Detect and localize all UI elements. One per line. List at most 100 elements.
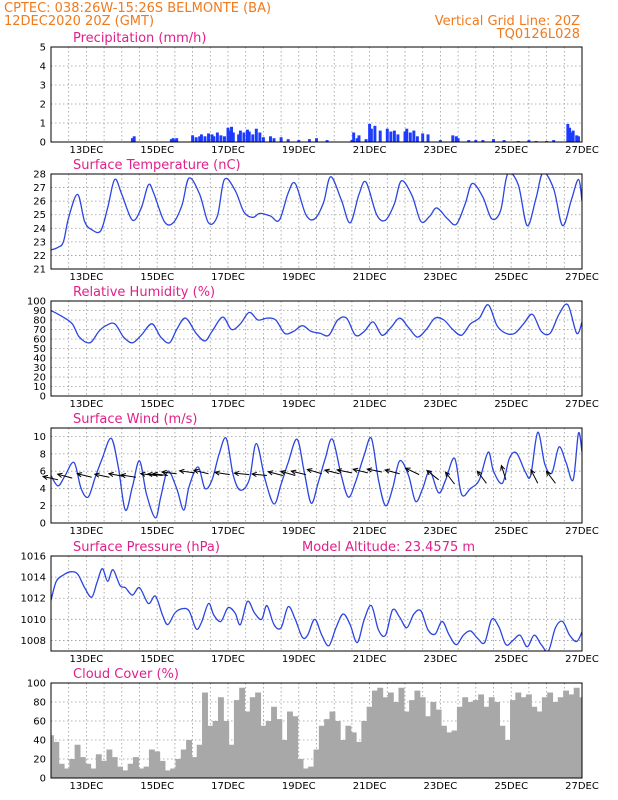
wind-arrow	[56, 472, 73, 479]
cloud-cover-y-tick-label: 80	[33, 698, 46, 709]
precip-bar	[481, 140, 485, 142]
precip-bar	[199, 134, 203, 142]
wind-arrow	[279, 469, 296, 476]
precip-bar	[247, 131, 251, 142]
pressure-x-tick-label: 13DEC	[70, 654, 104, 665]
cloud-bar	[175, 759, 182, 778]
cloud-cover-panel: 0 20 40 60 80 100 13DEC 15DEC 17DEC 19DEC 21DEC 23D…	[27, 667, 599, 792]
cloud-cover-x-tick-label: 17DEC	[211, 781, 245, 792]
precip-bar	[421, 133, 425, 142]
wind-x-tick-label: 23DEC	[424, 526, 458, 537]
cloud-bar	[143, 766, 150, 778]
precip-bar	[245, 129, 249, 142]
cloud-bar	[350, 732, 357, 778]
pressure-subtitle: Model Altitude: 23.4575 m	[302, 540, 475, 555]
temperature-y-tick-label: 25	[33, 210, 46, 221]
precip-bar	[369, 128, 373, 142]
precip-bar	[237, 134, 241, 142]
cloud-bar	[488, 697, 495, 778]
pressure-x-tick-label: 15DEC	[140, 654, 174, 665]
cloud-bar	[58, 763, 65, 778]
humidity-y-tick-label: 100	[27, 297, 46, 308]
precip-bar	[566, 123, 570, 142]
wind-arrow	[500, 464, 507, 480]
humidity-x-tick-label: 15DEC	[140, 399, 174, 410]
wind-title: Surface Wind (m/s)	[73, 412, 197, 427]
wind-x-tick-label: 25DEC	[494, 526, 528, 537]
cloud-bar	[387, 692, 394, 778]
precip-bar	[575, 135, 579, 142]
humidity-x-tick-label: 13DEC	[70, 399, 104, 410]
precip-bar	[210, 134, 214, 142]
pressure-series-line	[51, 568, 582, 651]
precip-bar	[231, 132, 235, 142]
humidity-x-tick-label: 27DEC	[565, 399, 599, 410]
wind-x-tick-label: 13DEC	[70, 526, 104, 537]
precip-bar	[569, 132, 573, 142]
cloud-bar	[212, 721, 219, 778]
precip-bar	[426, 134, 430, 142]
temperature-title: Surface Temperature (nC)	[73, 158, 241, 173]
grid-note: Vertical Grid Line: 20Z	[435, 14, 580, 29]
precipitation-x-tick-label: 19DEC	[282, 145, 316, 156]
precip-bar	[212, 136, 216, 142]
cloud-bar	[217, 697, 224, 778]
precip-bar	[226, 127, 230, 142]
humidity-y-tick-label: 70	[33, 325, 46, 336]
wind-y-tick-label: 6	[40, 467, 46, 478]
precip-bar	[219, 135, 223, 142]
precip-bar	[222, 136, 226, 142]
cloud-bar	[541, 697, 548, 778]
precip-bar	[297, 140, 301, 142]
cloud-bar	[228, 744, 235, 778]
precipitation-y-tick-label: 2	[40, 100, 46, 111]
precip-bar	[368, 123, 372, 142]
precip-bar	[396, 134, 400, 142]
cloud-bar	[483, 706, 490, 778]
cloud-bar	[117, 766, 123, 778]
wind-frame	[50, 427, 583, 524]
cloud-bar	[547, 692, 554, 778]
cloud-bar	[164, 770, 171, 778]
cloud-cover-x-tick-label: 15DEC	[140, 781, 174, 792]
precip-bar	[198, 136, 202, 142]
pressure-x-tick-label: 27DEC	[565, 654, 599, 665]
precip-bar	[279, 137, 283, 142]
cloud-bar	[345, 725, 352, 778]
wind-arrow	[426, 469, 439, 481]
precip-bar	[203, 136, 207, 142]
precipitation-y-tick-label: 3	[40, 81, 46, 92]
precip-bar	[467, 140, 471, 142]
precip-bar	[385, 128, 389, 142]
cloud-bar	[382, 697, 389, 778]
cloud-bar	[239, 687, 246, 778]
cloud-bar	[419, 697, 426, 778]
precip-bar	[502, 140, 506, 142]
wind-arrow	[178, 468, 195, 475]
cloud-bar	[186, 740, 193, 778]
temperature-y-tick-label: 24	[33, 224, 46, 235]
precipitation-x-tick-label: 25DEC	[494, 145, 528, 156]
precip-bar	[456, 138, 460, 142]
precip-bar	[438, 140, 442, 142]
precipitation-title: Precipitation (mm/h)	[73, 31, 206, 46]
cloud-bar	[435, 709, 442, 778]
cloud-bar	[271, 706, 277, 778]
pressure-panel: 1008 1010 1012 1014 1016 13DEC 15DEC 17DEC 19DEC…	[21, 540, 599, 665]
precip-bar	[130, 138, 134, 142]
cloud-bar	[74, 744, 81, 778]
cloud-bar	[536, 711, 543, 778]
precipitation-x-tick-label: 15DEC	[140, 145, 174, 156]
cloud-cover-y-tick-label: 60	[33, 717, 46, 728]
wind-arrow	[213, 470, 230, 476]
cloud-bar	[462, 697, 469, 778]
wind-arrow	[151, 471, 168, 477]
cloud-bar	[499, 725, 506, 778]
humidity-y-tick-label: 0	[40, 392, 46, 403]
cloud-bar	[467, 702, 474, 778]
temperature-y-tick-label: 26	[33, 197, 46, 208]
wind-x-tick-label: 17DEC	[211, 526, 245, 537]
precip-bar	[173, 140, 177, 142]
